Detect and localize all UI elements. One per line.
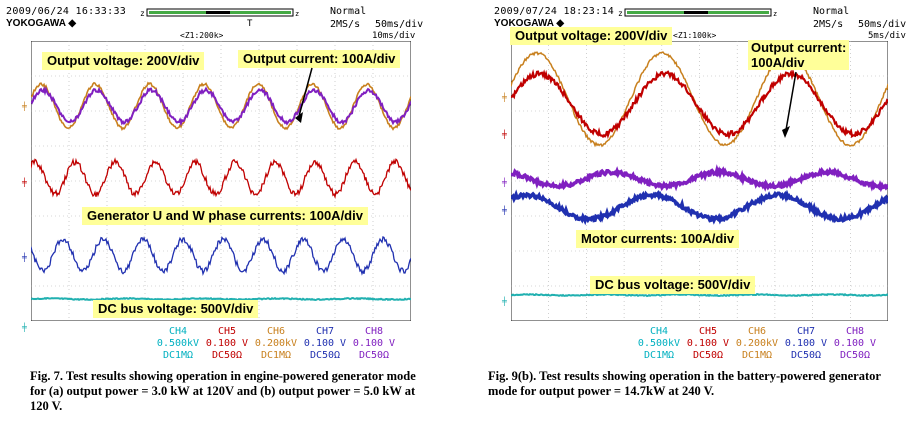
figure-caption-left: Fig. 7. Test results showing operation i…	[30, 369, 416, 413]
motor-current-2-trace	[511, 189, 888, 226]
channel-name: CH8	[845, 326, 865, 337]
zoom-timebase: 5ms/div	[868, 31, 906, 41]
ch-marker: ╪	[22, 102, 27, 111]
channel-coupling: DC1MΩ	[741, 350, 773, 361]
output-current-trace	[31, 86, 411, 127]
arrow-icon	[295, 67, 313, 123]
motor-current-1-trace	[511, 164, 888, 193]
acq-mode: Normal	[813, 6, 850, 17]
channel-name: CH7	[315, 326, 335, 337]
channel-column: CH6 0.200kV DC1MΩ	[734, 326, 780, 362]
channel-column: CH7 0.100 V DC50Ω	[783, 326, 829, 362]
ch-marker: ╪	[22, 323, 27, 332]
svg-text:z: z	[618, 9, 623, 17]
channel-name: CH4	[168, 326, 188, 337]
channel-name: CH5	[217, 326, 237, 337]
channel-coupling: DC1MΩ	[260, 350, 292, 361]
output-current-trace	[511, 68, 888, 140]
sample-rate: 2MS/s	[813, 19, 844, 30]
zoom-ratio: <Z1:200k>	[180, 31, 224, 40]
channel-scale: 0.500kV	[637, 338, 681, 349]
channel-name: CH7	[796, 326, 816, 337]
output-current-label: Output current: 100A/div	[748, 40, 850, 70]
channel-scale: 0.100 V	[352, 338, 396, 349]
channel-column: CH4 0.500kV DC1MΩ	[155, 326, 201, 362]
zoom-timebase: 10ms/div	[372, 31, 416, 41]
channel-scale: 0.200kV	[254, 338, 298, 349]
channel-coupling: DC50Ω	[211, 350, 243, 361]
scope-figure-right: 2009/07/24 18:23:14 YOKOGAWA ◆ z z Norma…	[468, 0, 921, 368]
scope-grid	[511, 41, 888, 321]
figure-caption-right: Fig. 9(b). Test results showing operatio…	[488, 369, 881, 398]
channel-name: CH5	[698, 326, 718, 337]
channel-name: CH8	[364, 326, 384, 337]
generator-w-current-trace	[31, 236, 411, 277]
channel-name: CH4	[649, 326, 669, 337]
channel-coupling: DC50Ω	[358, 350, 390, 361]
channel-scale: 0.100 V	[686, 338, 730, 349]
zoom-ratio: <Z1:100k>	[673, 31, 717, 40]
ch-marker: ╪	[22, 253, 27, 262]
scope-grid	[31, 41, 411, 321]
svg-text:z: z	[773, 10, 777, 17]
generator-currents-label: Generator U and W phase currents: 100A/d…	[82, 207, 368, 225]
channel-scale: 0.100 V	[833, 338, 877, 349]
ch-marker: ╪	[502, 130, 507, 139]
channel-scale: 0.100 V	[303, 338, 347, 349]
channel-coupling: DC50Ω	[790, 350, 822, 361]
timebase: 50ms/div	[375, 19, 424, 30]
channel-column: CH5 0.100 V DC50Ω	[204, 326, 250, 362]
channel-coupling: DC1MΩ	[162, 350, 194, 361]
record-position-bar: z z	[140, 8, 299, 17]
channel-column: CH4 0.500kV DC1MΩ	[636, 326, 682, 362]
channel-coupling: DC1MΩ	[643, 350, 675, 361]
dc-bus-trace	[511, 292, 888, 298]
svg-text:z: z	[140, 9, 145, 17]
generator-u-current-trace	[31, 157, 411, 199]
brand-logo: YOKOGAWA ◆	[494, 18, 565, 29]
output-current-label: Output current: 100A/div	[238, 50, 401, 68]
channel-coupling: DC50Ω	[839, 350, 871, 361]
channel-column: CH7 0.100 V DC50Ω	[302, 326, 348, 362]
channel-name: CH6	[266, 326, 286, 337]
arrow-icon	[782, 71, 797, 138]
ch-marker: ╪	[22, 178, 27, 187]
ch-marker: ╪	[502, 178, 507, 187]
dc-bus-trace	[31, 296, 411, 302]
channel-column: CH8 0.100 V DC50Ω	[832, 326, 878, 362]
channel-scale: 0.500kV	[156, 338, 200, 349]
channel-coupling: DC50Ω	[692, 350, 724, 361]
diamond-icon: ◆	[68, 18, 77, 29]
dc-bus-label: DC bus voltage: 500V/div	[93, 300, 259, 318]
record-position-bar: z z	[618, 8, 777, 17]
motor-currents-label: Motor currents: 100A/div	[576, 230, 740, 248]
brand-logo: YOKOGAWA ◆	[6, 18, 77, 29]
sample-rate: 2MS/s	[330, 19, 361, 30]
dc-bus-label: DC bus voltage: 500V/div	[590, 276, 756, 294]
timestamp: 2009/07/24 18:23:14	[494, 6, 615, 17]
acq-mode: Normal	[330, 6, 367, 17]
svg-text:z: z	[295, 10, 299, 17]
scope-figure-left: 2009/06/24 16:33:33 YOKOGAWA ◆ z z Norma…	[0, 0, 440, 368]
channel-scale: 0.100 V	[784, 338, 828, 349]
channel-column: CH5 0.100 V DC50Ω	[685, 326, 731, 362]
timebase: 50ms/div	[858, 19, 907, 30]
timestamp: 2009/06/24 16:33:33	[6, 6, 127, 17]
channel-scale: 0.100 V	[205, 338, 249, 349]
ch-marker: ╪	[502, 206, 507, 215]
ch-marker: ╪	[502, 297, 507, 306]
channel-coupling: DC50Ω	[309, 350, 341, 361]
channel-name: CH6	[747, 326, 767, 337]
output-voltage-label: Output voltage: 200V/div	[42, 52, 205, 70]
output-voltage-label: Output voltage: 200V/div	[510, 27, 673, 45]
channel-column: CH8 0.100 V DC50Ω	[351, 326, 397, 362]
diamond-icon: ◆	[556, 18, 565, 29]
channel-column: CH6 0.200kV DC1MΩ	[253, 326, 299, 362]
channel-scale: 0.200kV	[735, 338, 779, 349]
ch-marker: ╪	[502, 93, 507, 102]
trigger-mark: T	[247, 19, 253, 29]
